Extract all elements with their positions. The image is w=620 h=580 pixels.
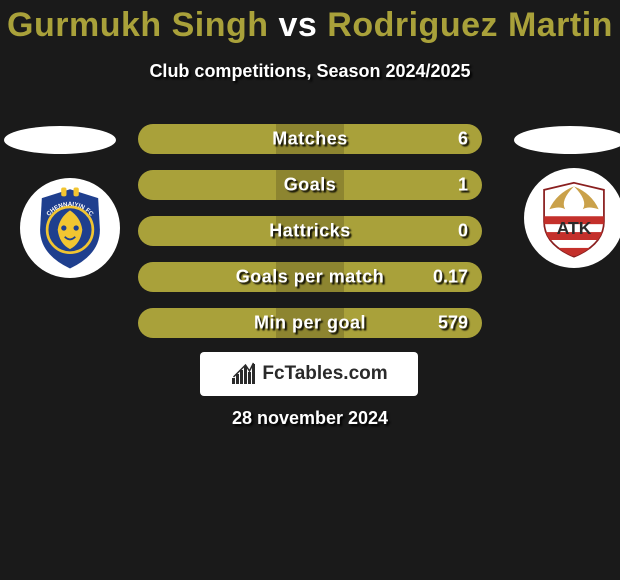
stat-row: Goals1	[138, 170, 482, 200]
subtitle: Club competitions, Season 2024/2025	[0, 61, 620, 82]
left-avatar-placeholder	[4, 126, 116, 154]
stat-label: Matches	[138, 129, 482, 150]
stat-value: 0.17	[433, 267, 468, 288]
branding-text: FcTables.com	[262, 363, 387, 385]
stat-label: Goals	[138, 175, 482, 196]
date-label: 28 november 2024	[0, 408, 620, 429]
title-player1: Gurmukh Singh	[7, 6, 269, 44]
title-player2: Rodriguez Martin	[327, 6, 613, 44]
title-vs: vs	[279, 6, 318, 44]
stats-bars: Matches6Goals1Hattricks0Goals per match0…	[138, 124, 482, 354]
page-title: Gurmukh Singh vs Rodriguez Martin	[0, 0, 620, 45]
stat-label: Hattricks	[138, 221, 482, 242]
right-team-logo: ATK	[524, 168, 620, 268]
bar-chart-icon	[230, 362, 258, 386]
right-avatar-placeholder	[514, 126, 620, 154]
left-team-logo: CHENNAIYIN FC	[20, 178, 120, 278]
stat-value: 1	[458, 175, 468, 196]
stat-label: Min per goal	[138, 313, 482, 334]
stat-row: Hattricks0	[138, 216, 482, 246]
fctables-branding: FcTables.com	[200, 352, 418, 396]
stat-value: 0	[458, 221, 468, 242]
stat-label: Goals per match	[138, 267, 482, 288]
svg-text:ATK: ATK	[557, 218, 592, 238]
stat-value: 6	[458, 129, 468, 150]
stat-value: 579	[438, 313, 468, 334]
stat-row: Goals per match0.17	[138, 262, 482, 292]
stat-row: Matches6	[138, 124, 482, 154]
stat-row: Min per goal579	[138, 308, 482, 338]
